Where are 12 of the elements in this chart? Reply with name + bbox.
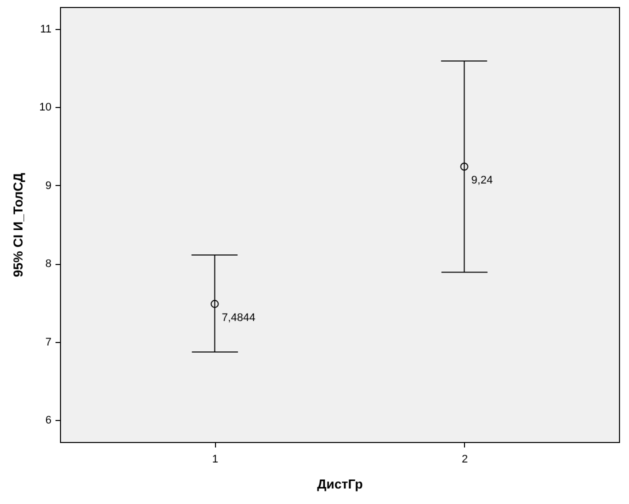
data-label: 9,24 xyxy=(471,174,493,187)
y-tick-label: 9 xyxy=(45,180,52,192)
y-tick-label: 8 xyxy=(45,258,52,270)
x-tick-label: 2 xyxy=(462,454,468,466)
y-tick-label: 6 xyxy=(45,414,52,427)
y-axis-title: 95% CI И_ТолСД xyxy=(10,172,26,278)
y-tick-label: 7 xyxy=(45,336,52,348)
x-axis-title: ДистГр xyxy=(317,476,363,492)
y-tick-label: 11 xyxy=(40,23,52,36)
y-tick-label: 10 xyxy=(39,102,52,114)
x-tick-label: 1 xyxy=(212,454,218,466)
data-label: 7,4844 xyxy=(222,312,256,324)
